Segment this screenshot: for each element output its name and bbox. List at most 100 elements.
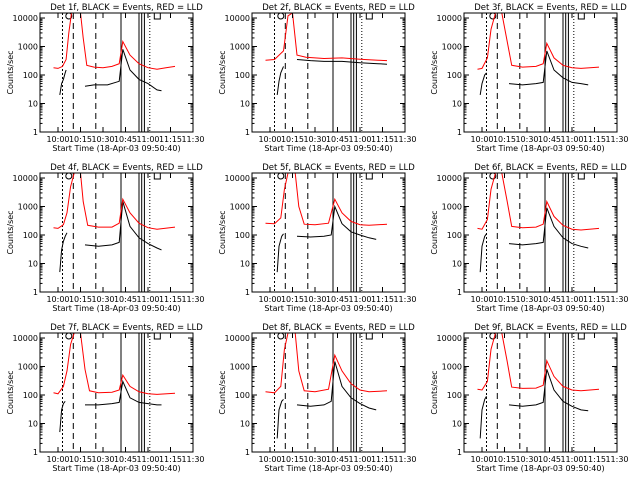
y-tick-label: 1000 (230, 203, 250, 212)
x-tick-label: 10:00 (258, 295, 281, 304)
y-tick-label: 1000 (442, 363, 462, 372)
x-tick-label: 11:30 (393, 135, 416, 144)
x-tick-label: 11:15 (583, 295, 606, 304)
y-tick-label: 10000 (225, 14, 250, 23)
marker-circle (277, 12, 285, 20)
events-series-line (59, 201, 162, 273)
marker-box (153, 12, 161, 20)
panel-title: Det 6f, BLACK = Events, RED = LLD (474, 163, 627, 173)
x-tick-label: 10:45 (326, 455, 349, 464)
y-tick-label: 100 (447, 231, 462, 240)
marker-box (365, 172, 373, 180)
x-tick-label: 10:00 (470, 295, 493, 304)
plot-frame (39, 332, 194, 453)
y-tick-label: 10 (28, 260, 38, 269)
panel-det-8: Det 8f, BLACK = Events, RED = LLD 1 10 100 1… (218, 323, 417, 473)
x-tick-label: 11:30 (181, 135, 204, 144)
y-tick-label: 100 (235, 231, 250, 240)
marker-circle (65, 332, 73, 340)
y-tick-label: 100 (447, 391, 462, 400)
plot-frame (251, 12, 406, 133)
x-tick-label: 11:15 (159, 135, 182, 144)
marker-circle (277, 172, 285, 180)
x-tick-label: 10:45 (326, 135, 349, 144)
x-tick-label: 10:00 (46, 135, 69, 144)
x-tick-label: 11:15 (371, 455, 394, 464)
marker-box (577, 172, 585, 180)
y-tick-label: 100 (235, 391, 250, 400)
x-tick-label: 11:00 (136, 135, 159, 144)
x-tick-label: 10:15 (281, 455, 304, 464)
y-tick-label: 1 (457, 128, 462, 137)
marker-box (153, 332, 161, 340)
x-tick-label: 10:45 (114, 455, 137, 464)
y-axis-label: Counts/sec (218, 50, 227, 94)
y-axis-label: Counts/sec (430, 50, 439, 94)
x-tick-label: 10:00 (46, 295, 69, 304)
x-tick-label: 10:15 (493, 295, 516, 304)
y-tick-label: 1000 (18, 43, 38, 52)
events-series-line (276, 204, 377, 273)
panel-det-9: Det 9f, BLACK = Events, RED = LLD 1 10 100 1… (430, 323, 629, 473)
panel-title: Det 2f, BLACK = Events, RED = LLD (262, 3, 415, 13)
y-tick-label: 1000 (18, 363, 38, 372)
x-axis-label: Start Time (18-Apr-03 09:50:40) (264, 304, 392, 313)
y-tick-label: 100 (447, 71, 462, 80)
x-tick-label: 10:45 (538, 455, 561, 464)
x-tick-label: 11:30 (393, 295, 416, 304)
x-tick-label: 11:00 (560, 455, 583, 464)
x-tick-label: 11:00 (136, 455, 159, 464)
y-tick-label: 10 (452, 260, 462, 269)
panel-det-2: Det 2f, BLACK = Events, RED = LLD 1 10 100 1… (218, 3, 417, 153)
y-tick-label: 10 (28, 420, 38, 429)
x-tick-label: 11:00 (348, 295, 371, 304)
x-tick-label: 11:15 (371, 135, 394, 144)
x-tick-label: 10:00 (470, 135, 493, 144)
x-tick-label: 11:15 (159, 455, 182, 464)
plot-frame (39, 12, 194, 133)
plot-frame (251, 172, 406, 293)
x-tick-label: 10:45 (114, 135, 137, 144)
y-tick-label: 10 (452, 420, 462, 429)
x-axis-label: Start Time (18-Apr-03 09:50:40) (476, 304, 604, 313)
lld-series-line (265, 333, 388, 394)
lld-series-line (53, 13, 176, 70)
marker-circle (277, 332, 285, 340)
x-tick-label: 11:15 (159, 295, 182, 304)
plot-frame (463, 12, 618, 133)
x-tick-label: 10:15 (493, 455, 516, 464)
x-axis-label: Start Time (18-Apr-03 09:50:40) (264, 464, 392, 473)
x-tick-label: 11:30 (181, 295, 204, 304)
panel-det-7: Det 7f, BLACK = Events, RED = LLD 1 10 100 1… (6, 323, 205, 473)
x-tick-label: 10:30 (515, 455, 538, 464)
marker-box (153, 172, 161, 180)
y-axis-label: Counts/sec (218, 210, 227, 254)
panel-det-3: Det 3f, BLACK = Events, RED = LLD 1 10 100 1… (430, 3, 629, 153)
x-tick-label: 10:00 (258, 135, 281, 144)
y-tick-label: 10000 (13, 334, 38, 343)
y-tick-label: 10 (240, 420, 250, 429)
lld-series-line (53, 173, 176, 230)
x-tick-label: 10:30 (515, 135, 538, 144)
panel-det-4: Det 4f, BLACK = Events, RED = LLD 1 10 100 1… (6, 163, 205, 313)
x-tick-label: 10:15 (69, 455, 92, 464)
x-axis-label: Start Time (18-Apr-03 09:50:40) (476, 464, 604, 473)
x-tick-label: 11:15 (583, 455, 606, 464)
y-tick-label: 1000 (230, 43, 250, 52)
lld-series-line (265, 173, 388, 226)
y-axis-label: Counts/sec (6, 210, 15, 254)
marker-box (365, 12, 373, 20)
x-tick-label: 10:00 (470, 455, 493, 464)
y-tick-label: 1000 (230, 363, 250, 372)
marker-box (365, 332, 373, 340)
panel-det-5: Det 5f, BLACK = Events, RED = LLD 1 10 100 1… (218, 163, 417, 313)
events-series-line (276, 361, 377, 439)
panel-title: Det 8f, BLACK = Events, RED = LLD (262, 323, 415, 333)
x-tick-label: 10:45 (326, 295, 349, 304)
x-tick-label: 10:45 (538, 295, 561, 304)
x-axis-label: Start Time (18-Apr-03 09:50:40) (476, 144, 604, 153)
x-tick-label: 10:00 (258, 455, 281, 464)
y-tick-label: 10000 (13, 174, 38, 183)
x-tick-label: 10:15 (69, 135, 92, 144)
